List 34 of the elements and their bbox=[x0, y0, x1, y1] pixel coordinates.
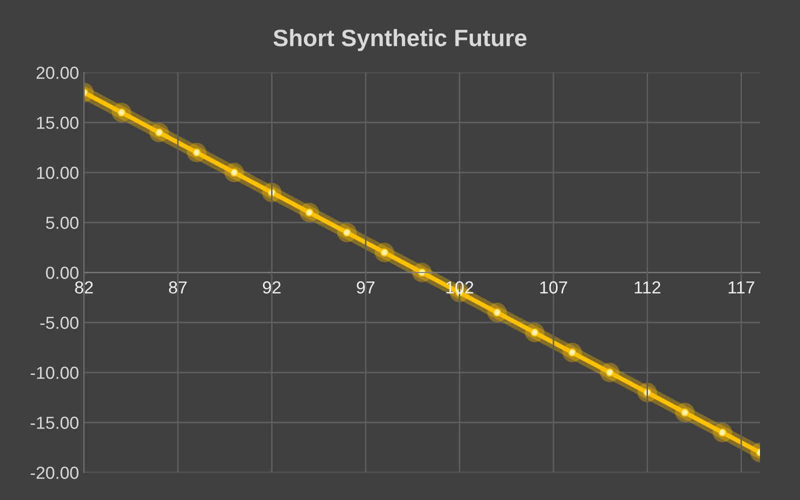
point bbox=[224, 162, 244, 182]
y-tick-label: 5.00 bbox=[46, 216, 78, 229]
point bbox=[712, 422, 732, 442]
x-tick-label: 102 bbox=[446, 281, 474, 294]
point bbox=[186, 142, 206, 162]
point bbox=[638, 382, 658, 402]
point bbox=[112, 102, 132, 122]
y-tick-label: -15.00 bbox=[30, 416, 78, 429]
point bbox=[149, 122, 169, 142]
point bbox=[600, 362, 620, 382]
x-tick-label: 92 bbox=[262, 281, 281, 294]
y-tick-label: -10.00 bbox=[30, 366, 78, 379]
y-tick-label: 20.00 bbox=[36, 66, 78, 79]
y-tick-label: -5.00 bbox=[40, 316, 78, 329]
point bbox=[337, 222, 357, 242]
point bbox=[300, 202, 320, 222]
x-tick-label: 112 bbox=[634, 281, 660, 294]
point bbox=[262, 182, 282, 202]
x-tick-label: 107 bbox=[540, 281, 568, 294]
y-tick-label: -20.00 bbox=[30, 466, 78, 479]
point bbox=[524, 322, 544, 342]
y-tick-label: 15.00 bbox=[37, 116, 78, 129]
point bbox=[412, 262, 432, 282]
point bbox=[487, 302, 507, 322]
chart-title: Short Synthetic Future bbox=[273, 28, 526, 52]
y-tick-label: 0.00 bbox=[46, 266, 78, 279]
x-tick-label: 117 bbox=[728, 281, 754, 294]
x-tick-label: 87 bbox=[168, 281, 187, 294]
x-tick-label: 82 bbox=[75, 281, 93, 294]
point bbox=[675, 402, 695, 422]
point bbox=[562, 342, 582, 362]
point bbox=[374, 242, 394, 262]
y-tick-label: 10.00 bbox=[37, 166, 78, 179]
x-tick-label: 97 bbox=[356, 281, 374, 294]
